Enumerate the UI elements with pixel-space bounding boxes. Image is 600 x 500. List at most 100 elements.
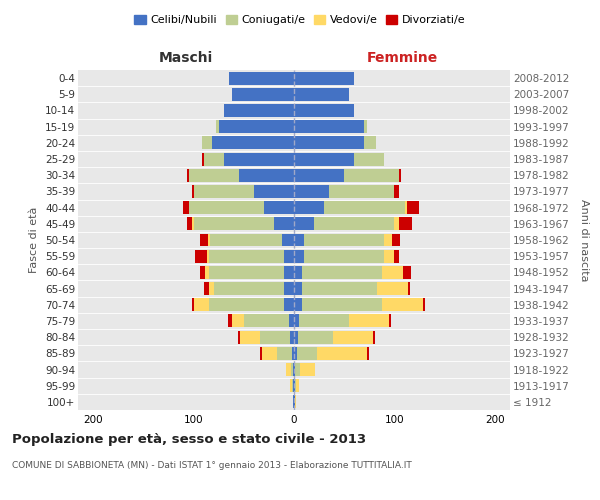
Bar [298,330,333,344]
Bar [284,250,294,262]
Bar [209,282,214,295]
Bar [364,136,376,149]
Bar [302,266,382,279]
Bar [294,347,297,360]
Bar [191,218,194,230]
Bar [238,330,240,344]
Bar [203,282,209,295]
Y-axis label: Anni di nascita: Anni di nascita [579,198,589,281]
Bar [294,363,295,376]
Bar [290,379,292,392]
Bar [232,88,294,101]
Bar [295,379,296,392]
Bar [297,347,317,360]
Bar [294,120,364,133]
Text: Maschi: Maschi [159,51,213,65]
Bar [394,185,400,198]
Bar [194,185,254,198]
Bar [229,72,294,85]
Bar [324,201,404,214]
Bar [293,379,294,392]
Bar [294,104,354,117]
Bar [208,234,209,246]
Bar [422,298,425,311]
Bar [224,104,294,117]
Bar [262,347,277,360]
Bar [239,169,294,181]
Bar [212,136,294,149]
Bar [227,314,232,328]
Bar [302,282,377,295]
Bar [286,363,291,376]
Bar [373,330,376,344]
Bar [284,298,294,311]
Bar [218,120,294,133]
Bar [282,234,294,246]
Bar [294,152,354,166]
Bar [290,330,294,344]
Bar [187,218,191,230]
Bar [209,234,282,246]
Bar [394,218,400,230]
Bar [194,298,209,311]
Bar [202,152,203,166]
Bar [354,152,385,166]
Bar [188,169,239,181]
Bar [400,218,412,230]
Bar [294,201,324,214]
Bar [295,363,300,376]
Bar [194,218,274,230]
Bar [209,250,284,262]
Bar [304,250,385,262]
Bar [294,169,344,181]
Bar [382,298,422,311]
Bar [200,234,208,246]
Bar [300,363,315,376]
Bar [294,330,298,344]
Y-axis label: Fasce di età: Fasce di età [29,207,40,273]
Bar [294,396,295,408]
Bar [294,218,314,230]
Bar [214,282,284,295]
Bar [367,347,370,360]
Bar [364,120,367,133]
Bar [209,298,284,311]
Bar [264,201,294,214]
Bar [294,185,329,198]
Bar [404,201,407,214]
Bar [294,266,302,279]
Bar [349,314,389,328]
Bar [385,250,394,262]
Bar [291,363,293,376]
Bar [209,266,284,279]
Bar [215,120,218,133]
Bar [294,379,295,392]
Bar [232,314,244,328]
Bar [295,396,296,408]
Bar [392,234,400,246]
Bar [294,298,302,311]
Bar [260,330,290,344]
Bar [187,169,188,181]
Bar [202,136,212,149]
Bar [394,250,400,262]
Bar [284,266,294,279]
Bar [302,298,382,311]
Text: COMUNE DI SABBIONETA (MN) - Dati ISTAT 1° gennaio 2013 - Elaborazione TUTTITALIA: COMUNE DI SABBIONETA (MN) - Dati ISTAT 1… [12,460,412,469]
Bar [260,347,262,360]
Bar [377,282,407,295]
Bar [407,282,410,295]
Bar [293,396,294,408]
Bar [403,266,410,279]
Bar [205,266,209,279]
Bar [329,185,394,198]
Bar [294,250,304,262]
Bar [274,218,294,230]
Bar [191,298,194,311]
Bar [294,72,354,85]
Bar [224,152,294,166]
Text: Femmine: Femmine [367,51,437,65]
Bar [407,201,419,214]
Bar [304,234,385,246]
Bar [294,282,302,295]
